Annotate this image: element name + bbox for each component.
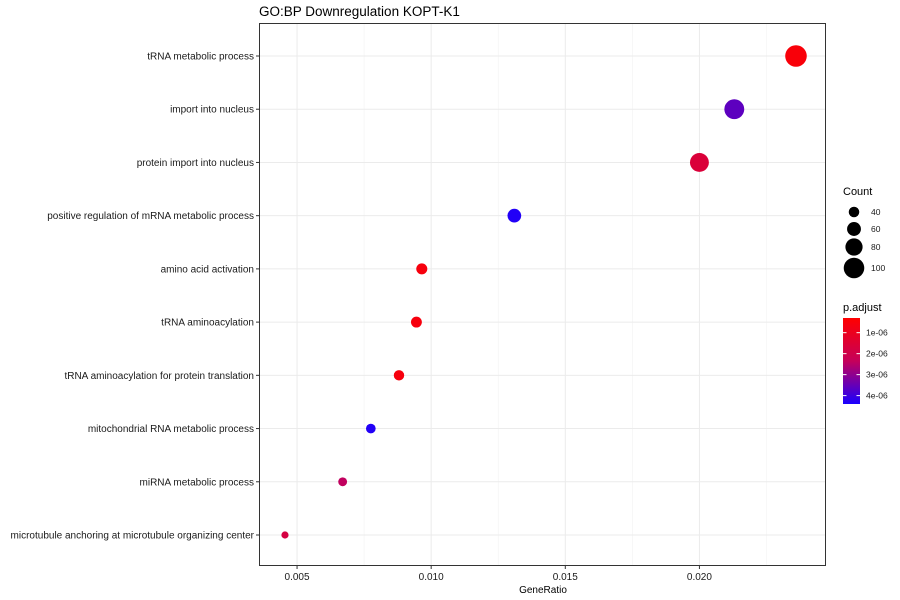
p-adjust-legend-label: 2e-06 <box>866 349 888 359</box>
count-legend-label: 80 <box>871 242 881 252</box>
data-point <box>416 263 428 275</box>
x-tick-label: 0.005 <box>285 572 310 583</box>
data-point <box>785 45 807 67</box>
count-legend-key <box>845 238 863 256</box>
count-legend-key <box>847 222 861 236</box>
y-tick-label: miRNA metabolic process <box>140 477 254 488</box>
count-legend-label: 60 <box>871 224 881 234</box>
data-point <box>410 316 422 328</box>
x-axis-title: GeneRatio <box>519 585 567 596</box>
x-axis-ticks: 0.005 0.010 0.015 0.020 <box>285 565 712 583</box>
count-legend-label: 40 <box>871 207 881 217</box>
y-tick-label: amino acid activation <box>161 264 254 275</box>
x-tick-label: 0.010 <box>419 572 444 583</box>
p-adjust-legend-label: 4e-06 <box>866 391 888 401</box>
chart-title: GO:BP Downregulation KOPT-K1 <box>259 4 460 19</box>
p-adjust-legend-label: 3e-06 <box>866 370 888 380</box>
count-legend: Count 40 60 80 100 <box>843 186 885 279</box>
x-tick-label: 0.020 <box>687 572 712 583</box>
y-axis-labels: tRNA metabolic process import into nucleu… <box>11 52 260 542</box>
data-point <box>507 208 522 223</box>
count-legend-key <box>843 257 865 279</box>
plot-border <box>259 23 826 566</box>
x-tick-label: 0.015 <box>553 572 578 583</box>
p-adjust-colorbar <box>843 318 860 404</box>
y-tick-label: tRNA metabolic process <box>147 52 254 63</box>
data-point <box>689 152 709 172</box>
y-tick-label: mitochondrial RNA metabolic process <box>88 424 254 435</box>
data-point <box>393 370 405 381</box>
count-legend-label: 100 <box>871 263 885 273</box>
data-point <box>365 423 376 434</box>
data-point <box>281 531 289 539</box>
data-points <box>281 45 807 539</box>
data-point <box>338 477 348 487</box>
y-tick-label: tRNA aminoacylation <box>161 318 254 329</box>
count-legend-title: Count <box>843 186 872 198</box>
y-tick-label: microtubule anchoring at microtubule org… <box>11 531 255 542</box>
p-adjust-legend-title: p.adjust <box>843 302 882 314</box>
data-point <box>724 99 745 120</box>
y-tick-label: tRNA aminoacylation for protein translat… <box>64 371 254 382</box>
p-adjust-legend: p.adjust 1e-06 2e-06 3e-06 4e-06 <box>843 302 888 404</box>
y-tick-label: positive regulation of mRNA metabolic pr… <box>47 211 254 222</box>
count-legend-key <box>848 206 860 218</box>
y-tick-label: protein import into nucleus <box>137 158 254 169</box>
p-adjust-legend-label: 1e-06 <box>866 328 888 338</box>
y-tick-label: import into nucleus <box>170 105 254 116</box>
